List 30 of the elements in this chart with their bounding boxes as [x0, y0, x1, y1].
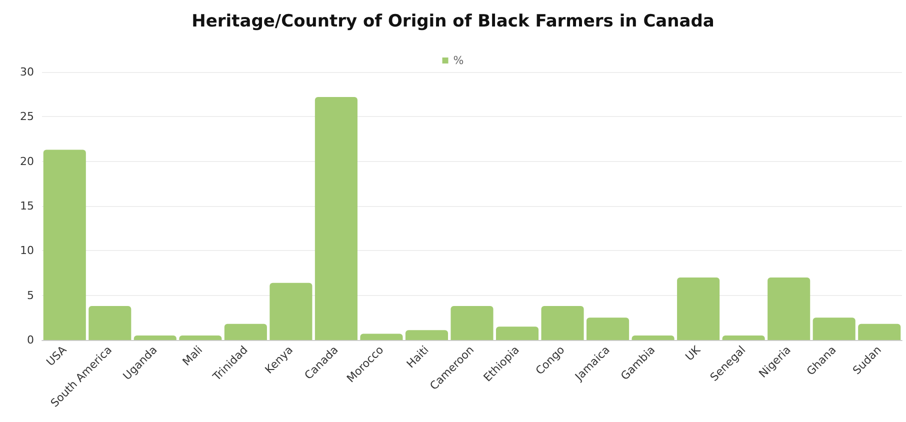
bar: [179, 336, 222, 340]
bar: [270, 282, 312, 340]
legend-label: %: [453, 54, 464, 67]
chart-title: Heritage/Country of Origin of Black Farmers in Canada: [192, 12, 714, 32]
bar: [722, 336, 765, 340]
x-tick-label: UK: [682, 342, 704, 364]
bar: [632, 336, 674, 340]
bar: [43, 150, 86, 340]
y-tick-label: 20: [20, 154, 34, 168]
bar: [88, 306, 132, 340]
y-tick-label: 15: [20, 200, 34, 212]
x-tick-label: USA: [44, 343, 70, 369]
y-tick-label: 0: [27, 334, 34, 346]
bar: [496, 326, 539, 340]
bar: [768, 277, 810, 340]
bar: [677, 277, 720, 340]
bar: [586, 318, 630, 340]
bar: [858, 324, 901, 340]
bar: [541, 306, 584, 340]
bar: [134, 336, 176, 340]
y-tick-label: 30: [20, 66, 34, 78]
bar: [812, 318, 856, 340]
bar: [405, 330, 448, 340]
bar: [224, 324, 267, 340]
y-tick-label: 5: [27, 288, 34, 302]
y-tick-label: 25: [20, 110, 34, 124]
bar: [314, 97, 358, 340]
bar: [360, 334, 403, 340]
bar: [450, 306, 494, 340]
y-tick-label: 10: [20, 244, 34, 258]
